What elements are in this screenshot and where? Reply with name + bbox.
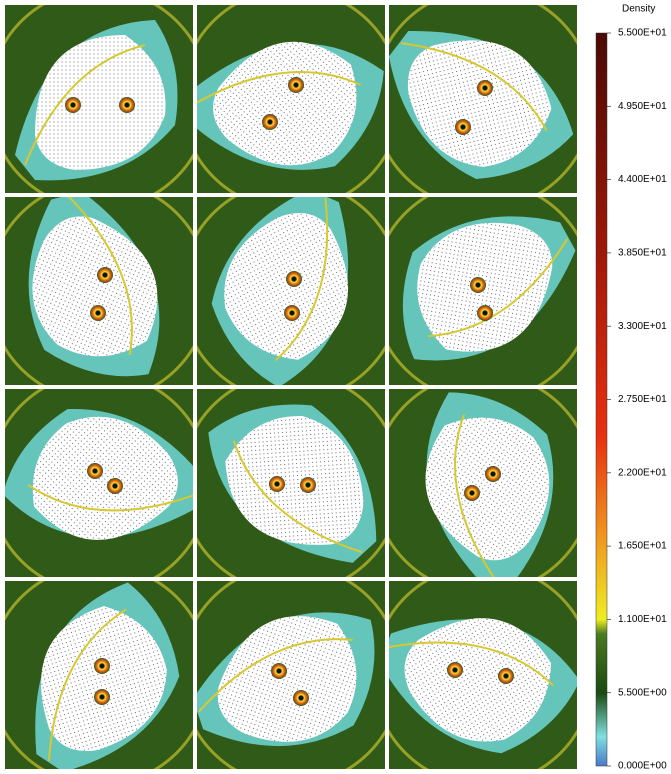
star <box>477 305 493 321</box>
star <box>470 277 486 293</box>
colorbar-tick-label: 1.650E+01 <box>618 541 667 552</box>
star <box>262 114 278 130</box>
spiral-edge <box>198 638 353 713</box>
panel-body <box>197 5 385 193</box>
star <box>107 478 123 494</box>
star <box>464 485 480 501</box>
spiral-edge <box>27 484 193 512</box>
sim-panel <box>389 389 577 577</box>
star <box>65 97 81 113</box>
star <box>119 97 135 113</box>
panel-body <box>389 389 577 577</box>
colorbar-tick-label: 1.100E+01 <box>618 614 667 625</box>
panel-body <box>389 581 577 769</box>
sim-panel <box>197 389 385 577</box>
panel-body <box>5 581 193 769</box>
spiral-edge <box>428 238 569 338</box>
star <box>300 477 316 493</box>
disk <box>225 416 364 545</box>
spiral-edge <box>275 197 329 362</box>
disk <box>41 606 167 751</box>
spiral-edge <box>68 197 133 356</box>
sim-panel <box>389 5 577 193</box>
star <box>90 305 106 321</box>
sim-panel <box>197 5 385 193</box>
disk <box>35 35 166 170</box>
star <box>284 305 300 321</box>
star <box>269 476 285 492</box>
sim-panel <box>5 5 193 193</box>
sim-panel <box>5 581 193 769</box>
star <box>498 668 514 684</box>
sim-panel <box>389 581 577 769</box>
disk <box>224 213 349 360</box>
star <box>477 80 493 96</box>
sim-panel <box>197 197 385 385</box>
colorbar-title: Density <box>622 4 655 15</box>
colorbar-tick-label: 0.000E+00 <box>618 761 667 772</box>
disk <box>407 40 552 167</box>
star <box>271 663 287 679</box>
colorbar-tick-label: 3.850E+01 <box>618 248 667 259</box>
colorbar-tick-label: 5.500E+01 <box>618 28 667 39</box>
star <box>455 119 471 135</box>
colorbar-tick-label: 4.950E+01 <box>618 101 667 112</box>
spiral-edge <box>24 44 146 166</box>
star <box>447 662 463 678</box>
star <box>293 690 309 706</box>
colorbar-tick-label: 2.750E+01 <box>618 394 667 405</box>
star <box>87 463 103 479</box>
sim-panel <box>197 581 385 769</box>
colorbar-tick-label: 3.300E+01 <box>618 321 667 332</box>
disk <box>404 618 552 742</box>
sim-panel <box>5 197 193 385</box>
spiral-edge <box>400 42 548 132</box>
panel-body <box>197 389 385 577</box>
sim-panel <box>5 389 193 577</box>
star <box>288 77 304 93</box>
panel-body <box>5 389 193 577</box>
star <box>97 267 113 283</box>
colorbar-tick-label: 4.400E+01 <box>618 174 667 185</box>
star <box>94 658 110 674</box>
panel-body <box>197 581 385 769</box>
panel-body <box>197 197 385 385</box>
panel-body <box>389 197 577 385</box>
panel-body <box>389 5 577 193</box>
disk <box>32 216 158 357</box>
disk <box>217 616 357 742</box>
star <box>94 689 110 705</box>
star <box>485 466 501 482</box>
colorbar-tick-label: 2.200E+01 <box>618 467 667 478</box>
spiral-edge <box>454 414 498 577</box>
sim-panel <box>389 197 577 385</box>
spiral-edge <box>389 641 554 687</box>
spiral-edge <box>232 440 363 554</box>
star <box>286 271 302 287</box>
spiral-edge <box>48 608 127 761</box>
panel-body <box>5 5 193 193</box>
spiral-edge <box>197 71 361 107</box>
panel-grid <box>5 5 577 769</box>
colorbar <box>595 32 608 767</box>
panel-body <box>5 197 193 385</box>
colorbar-tick-label: 5.500E+00 <box>618 687 667 698</box>
